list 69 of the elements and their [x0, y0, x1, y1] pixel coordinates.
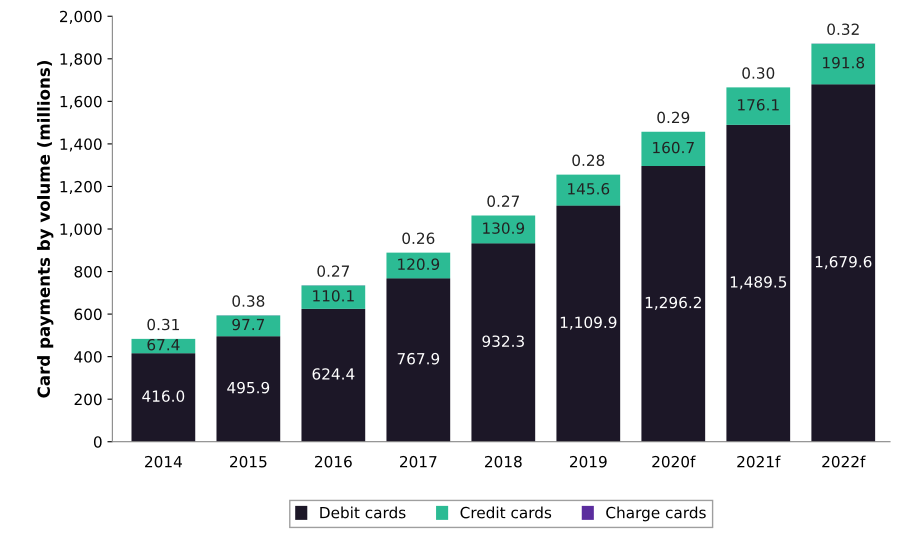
bar — [556, 206, 620, 442]
y-tick-label: 1,000 — [60, 223, 102, 237]
y-tick-label: 800 — [74, 266, 102, 278]
data-label: 0.27 — [317, 265, 350, 277]
y-tick-label: 0 — [94, 436, 102, 448]
data-label: 0.28 — [572, 154, 604, 166]
data-label: 1,296.2 — [646, 296, 701, 310]
data-label: 191.8 — [823, 56, 864, 68]
data-label: 0.31 — [147, 318, 179, 330]
x-tick-label: 2016 — [315, 456, 352, 468]
data-label: 120.9 — [398, 258, 440, 270]
legend-label: Charge cards — [606, 506, 706, 522]
data-label: 495.9 — [227, 382, 270, 394]
x-tick-label: 2021f — [737, 456, 781, 468]
bar — [726, 87, 790, 125]
bar — [471, 216, 536, 244]
y-tick-label: 200 — [74, 394, 102, 406]
data-label: 160.7 — [653, 142, 694, 154]
bar — [301, 285, 366, 309]
data-label: 0.32 — [827, 23, 859, 36]
data-label: 767.9 — [398, 352, 440, 364]
x-tick-label: 2014 — [145, 456, 182, 468]
data-label: 1,109.9 — [560, 316, 616, 330]
data-label: 0.26 — [402, 232, 434, 244]
x-tick-label: 2017 — [400, 456, 436, 468]
data-label: 1,489.5 — [730, 276, 786, 290]
y-tick-label: 600 — [74, 308, 102, 320]
bar — [386, 278, 450, 442]
y-tick-label: 1,400 — [60, 138, 102, 152]
bar — [641, 166, 706, 442]
bar — [471, 243, 536, 442]
data-label: 0.29 — [657, 112, 690, 124]
bar — [216, 336, 280, 442]
data-label: 0.27 — [487, 195, 520, 207]
y-tick-label: 1,600 — [60, 96, 102, 109]
legend-label: Debit cards — [320, 506, 406, 518]
data-label: 97.7 — [232, 318, 264, 330]
data-label: 1,679.6 — [816, 256, 872, 270]
bar — [386, 252, 450, 278]
x-tick-label: 2020f — [652, 456, 696, 468]
y-tick-label: 2,000 — [60, 10, 102, 24]
bar — [556, 174, 620, 206]
data-label: 932.3 — [482, 335, 524, 347]
bar — [641, 132, 706, 166]
legend-label: Credit cards — [460, 506, 552, 518]
y-axis-title: Card payments by volume (millions) — [37, 61, 54, 398]
x-tick-label: 2019 — [570, 456, 607, 468]
bar — [216, 315, 280, 336]
data-label: 67.4 — [147, 338, 180, 350]
x-tick-label: 2022f — [822, 456, 866, 468]
bar — [131, 338, 196, 354]
y-tick-label: 1,200 — [60, 180, 102, 194]
data-label: 0.38 — [232, 295, 264, 307]
y-tick-label: 400 — [74, 351, 102, 363]
bar — [726, 124, 790, 442]
data-label: 0.30 — [742, 67, 774, 79]
data-label: 176.1 — [738, 99, 779, 111]
bar — [811, 84, 876, 442]
x-tick-label: 2015 — [230, 456, 266, 468]
data-label: 145.6 — [568, 183, 610, 195]
data-label: 416.0 — [142, 390, 184, 402]
x-tick-label: 2018 — [484, 456, 522, 468]
bar — [811, 44, 876, 84]
bar — [301, 308, 366, 442]
data-label: 110.1 — [313, 290, 354, 302]
data-label: 130.9 — [483, 222, 524, 234]
y-tick-label: 1,800 — [60, 53, 102, 66]
data-label: 624.4 — [312, 368, 354, 380]
bar — [131, 353, 196, 442]
